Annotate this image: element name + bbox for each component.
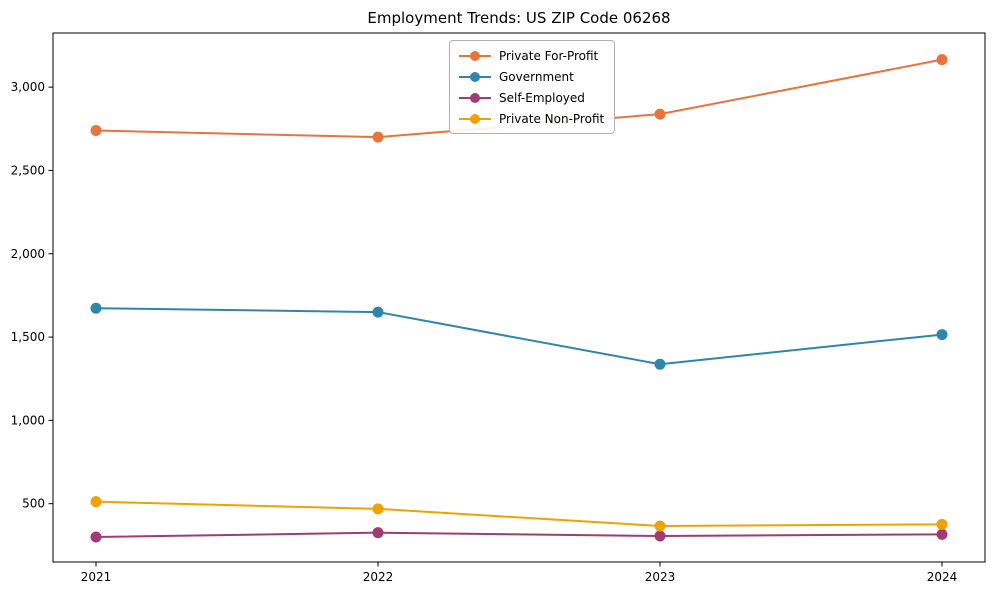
data-point-self-employed bbox=[936, 528, 948, 540]
y-tick-label: 1,000 bbox=[11, 413, 45, 427]
y-tick-label: 2,500 bbox=[11, 163, 45, 177]
axes-frame bbox=[52, 32, 986, 563]
data-point-private-for-profit bbox=[936, 54, 948, 66]
y-tick-label: 1,500 bbox=[11, 330, 45, 344]
data-point-government bbox=[654, 358, 666, 370]
x-tick-label: 2021 bbox=[81, 570, 112, 584]
data-point-private-for-profit bbox=[90, 124, 102, 136]
data-point-self-employed bbox=[90, 531, 102, 543]
legend-swatch-icon bbox=[459, 71, 491, 83]
series-line-government bbox=[95, 307, 943, 366]
data-point-private-non-profit bbox=[90, 496, 102, 508]
y-tick-label: 3,000 bbox=[11, 80, 45, 94]
legend: Private For-Profit Government Self-Employe… bbox=[449, 40, 616, 134]
legend-swatch-icon bbox=[459, 92, 491, 104]
data-point-private-for-profit bbox=[654, 108, 666, 120]
legend-swatch-icon bbox=[459, 50, 491, 62]
data-point-private-non-profit bbox=[654, 520, 666, 532]
series-line-private-non-profit bbox=[95, 500, 943, 528]
y-tick-label: 500 bbox=[22, 497, 45, 511]
legend-swatch-icon bbox=[459, 113, 491, 125]
data-point-government bbox=[90, 302, 102, 314]
data-point-self-employed bbox=[372, 527, 384, 539]
chart-title: Employment Trends: US ZIP Code 06268 bbox=[367, 9, 671, 27]
legend-label: Government bbox=[499, 69, 574, 84]
legend-item-self-employed: Self-Employed bbox=[459, 89, 604, 106]
legend-label: Private For-Profit bbox=[499, 48, 599, 63]
legend-item-private-non-profit: Private Non-Profit bbox=[459, 110, 604, 127]
legend-item-private-for-profit: Private For-Profit bbox=[459, 47, 604, 64]
x-tick-label: 2024 bbox=[927, 570, 958, 584]
y-tick-label: 2,000 bbox=[11, 247, 45, 261]
data-point-private-for-profit bbox=[372, 131, 384, 143]
legend-label: Self-Employed bbox=[499, 90, 585, 105]
x-tick-label: 2022 bbox=[363, 570, 394, 584]
data-point-government bbox=[372, 306, 384, 318]
legend-item-government: Government bbox=[459, 68, 604, 85]
data-point-government bbox=[936, 329, 948, 341]
data-point-private-non-profit bbox=[372, 503, 384, 515]
data-point-self-employed bbox=[654, 530, 666, 542]
legend-label: Private Non-Profit bbox=[499, 111, 605, 126]
series-line-self-employed bbox=[95, 531, 943, 539]
x-tick-label: 2023 bbox=[645, 570, 676, 584]
data-point-private-non-profit bbox=[936, 518, 948, 530]
